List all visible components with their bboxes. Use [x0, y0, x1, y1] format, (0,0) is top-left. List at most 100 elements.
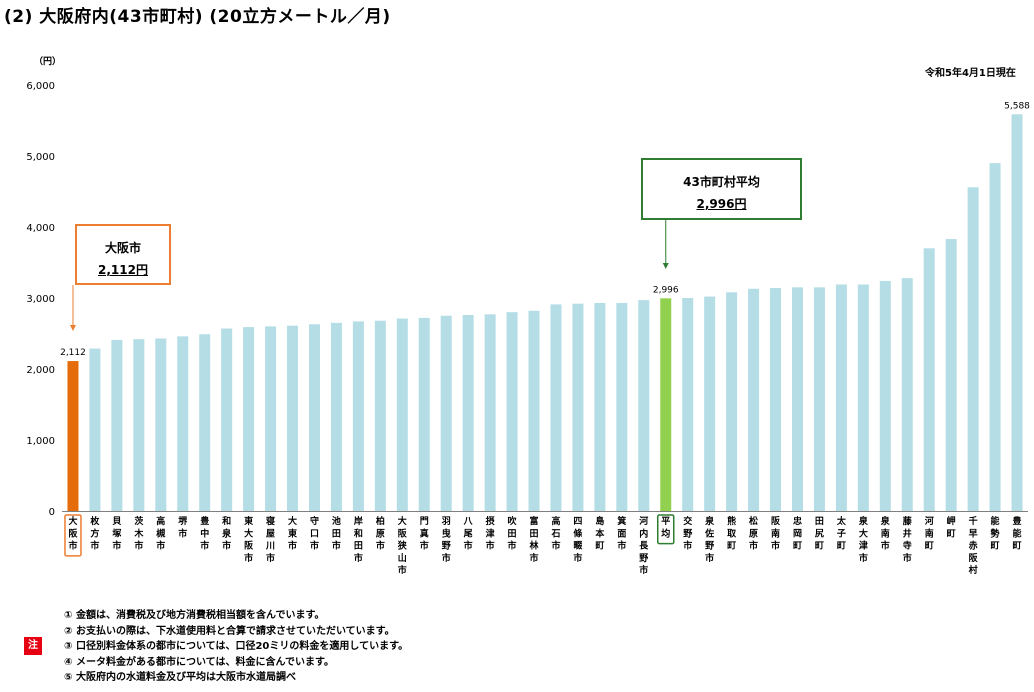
bar-chart: 01,0002,0003,0004,0005,0006,000大阪市枚方市貝塚市…: [26, 81, 1030, 576]
x-tick-label: 田尻町: [815, 516, 824, 552]
x-tick-label: 平均: [661, 516, 670, 539]
osaka-callout-value: 2,112円: [98, 263, 148, 277]
bar: [67, 361, 79, 511]
x-tick-label: 泉佐野市: [704, 515, 715, 564]
bar: [506, 312, 518, 511]
bar: [374, 320, 386, 511]
data-label: 2,996: [653, 285, 679, 295]
x-tick-label: 太子町: [836, 515, 847, 552]
x-tick-label: 藤井寺市: [903, 515, 913, 564]
bar: [857, 284, 869, 511]
bar: [879, 280, 891, 511]
x-tick-label: 四條畷市: [573, 516, 583, 564]
bar: [813, 287, 825, 511]
x-tick-label: 松原市: [749, 515, 758, 552]
bar: [462, 315, 474, 511]
bar: [177, 336, 189, 511]
x-tick-label: 高槻市: [156, 515, 165, 552]
x-tick-label: 熊取町: [727, 515, 737, 552]
bar: [89, 348, 101, 511]
x-tick-label: 柏原市: [376, 515, 385, 552]
x-tick-label: 河南町: [925, 515, 934, 552]
bar: [111, 339, 123, 511]
bar: [594, 302, 606, 511]
x-tick-label: 島本町: [595, 515, 605, 552]
x-tick-label: 泉大津市: [858, 515, 869, 564]
x-tick-label: 河内長野市: [639, 515, 649, 576]
y-tick-label: 3,000: [26, 294, 55, 305]
x-tick-label: 門真市: [420, 516, 429, 552]
x-tick-label: 摂津市: [486, 515, 495, 552]
y-tick-label: 0: [49, 507, 55, 518]
x-tick-label: 阪南市: [771, 515, 781, 552]
x-tick-label: 堺市: [178, 515, 188, 539]
note-item: ① 金額は、消費税及び地方消費税相当額を含んでいます。: [64, 610, 325, 621]
x-tick-label: 交野市: [683, 515, 692, 552]
bar: [440, 315, 452, 511]
y-tick-label: 1,000: [26, 436, 55, 447]
bar: [528, 310, 540, 511]
x-tick-label: 豊能町: [1013, 515, 1022, 552]
x-tick-label: 茨木市: [133, 515, 144, 552]
x-tick-label: 高石市: [550, 515, 560, 552]
bar: [396, 318, 408, 511]
bar: [923, 248, 935, 512]
x-tick-label: 泉南市: [880, 515, 891, 552]
x-tick-label-outline: [657, 514, 675, 545]
date-note: 令和5年4月1日現在: [925, 68, 1016, 79]
bar: [748, 288, 760, 511]
x-tick-label: 寝屋川市: [265, 515, 275, 564]
x-tick-label: 守口市: [310, 515, 319, 552]
notes-list: ① 金額は、消費税及び地方消費税相当額を含んでいます。 ② お支払いの際は、下水…: [64, 608, 408, 686]
bar: [484, 314, 496, 511]
bar: [682, 298, 694, 511]
bar: [704, 296, 716, 511]
note-item: ③ 口径別料金体系の都市については、口径20ミリの料金を適用しています。: [64, 641, 409, 653]
x-tick-label: 能勢町: [991, 515, 1000, 552]
bar: [308, 324, 320, 511]
bar: [155, 338, 167, 511]
average-callout-value: 2,996円: [696, 197, 747, 211]
bar: [199, 334, 211, 511]
bar: [967, 187, 979, 512]
data-label: 2,112: [60, 348, 86, 358]
x-tick-label: 大東市: [288, 515, 297, 552]
y-tick-label: 6,000: [26, 81, 55, 92]
x-tick-label: 羽曳野市: [442, 516, 451, 564]
bar: [638, 300, 650, 511]
bar: [835, 284, 847, 511]
x-tick-label: 大阪狭山市: [397, 515, 408, 576]
y-axis-unit-label: （円）: [34, 57, 62, 67]
x-tick-label: 貝塚市: [112, 516, 121, 552]
y-tick-label: 2,000: [26, 365, 55, 376]
bar: [945, 239, 957, 511]
bar: [572, 303, 584, 511]
note-item: ② お支払いの際は、下水道使用料と合算で請求させていただいています。: [64, 625, 395, 637]
x-tick-label: 吹田市: [508, 515, 518, 552]
bar: [1011, 114, 1023, 511]
bar: [287, 325, 299, 511]
bar: [243, 327, 255, 511]
x-tick-label: 東大阪市: [244, 515, 254, 564]
average-callout: 43市町村平均 2,996円: [641, 158, 802, 220]
note-badge: 注: [24, 637, 42, 655]
data-label: 5,588: [1004, 101, 1030, 111]
x-tick-label: 岸和田市: [353, 515, 363, 564]
bar: [550, 304, 562, 511]
y-tick-label: 5,000: [26, 152, 55, 163]
x-tick-label: 池田市: [332, 515, 341, 552]
x-tick-label: 枚方市: [90, 515, 100, 552]
x-tick-label: 千早赤阪村: [969, 515, 979, 576]
bar: [770, 288, 782, 511]
bar: [133, 339, 145, 511]
x-tick-label: 富田林市: [530, 515, 540, 564]
x-tick-label: 忠岡町: [793, 515, 802, 552]
bar: [418, 317, 430, 511]
bar: [989, 163, 1001, 511]
x-tick-label: 箕面市: [616, 515, 626, 552]
bar: [660, 298, 672, 511]
x-tick-label: 大阪市: [68, 515, 78, 552]
osaka-callout: 大阪市 2,112円: [75, 224, 171, 285]
x-tick-label: 岬町: [947, 515, 956, 539]
bar: [901, 278, 913, 511]
